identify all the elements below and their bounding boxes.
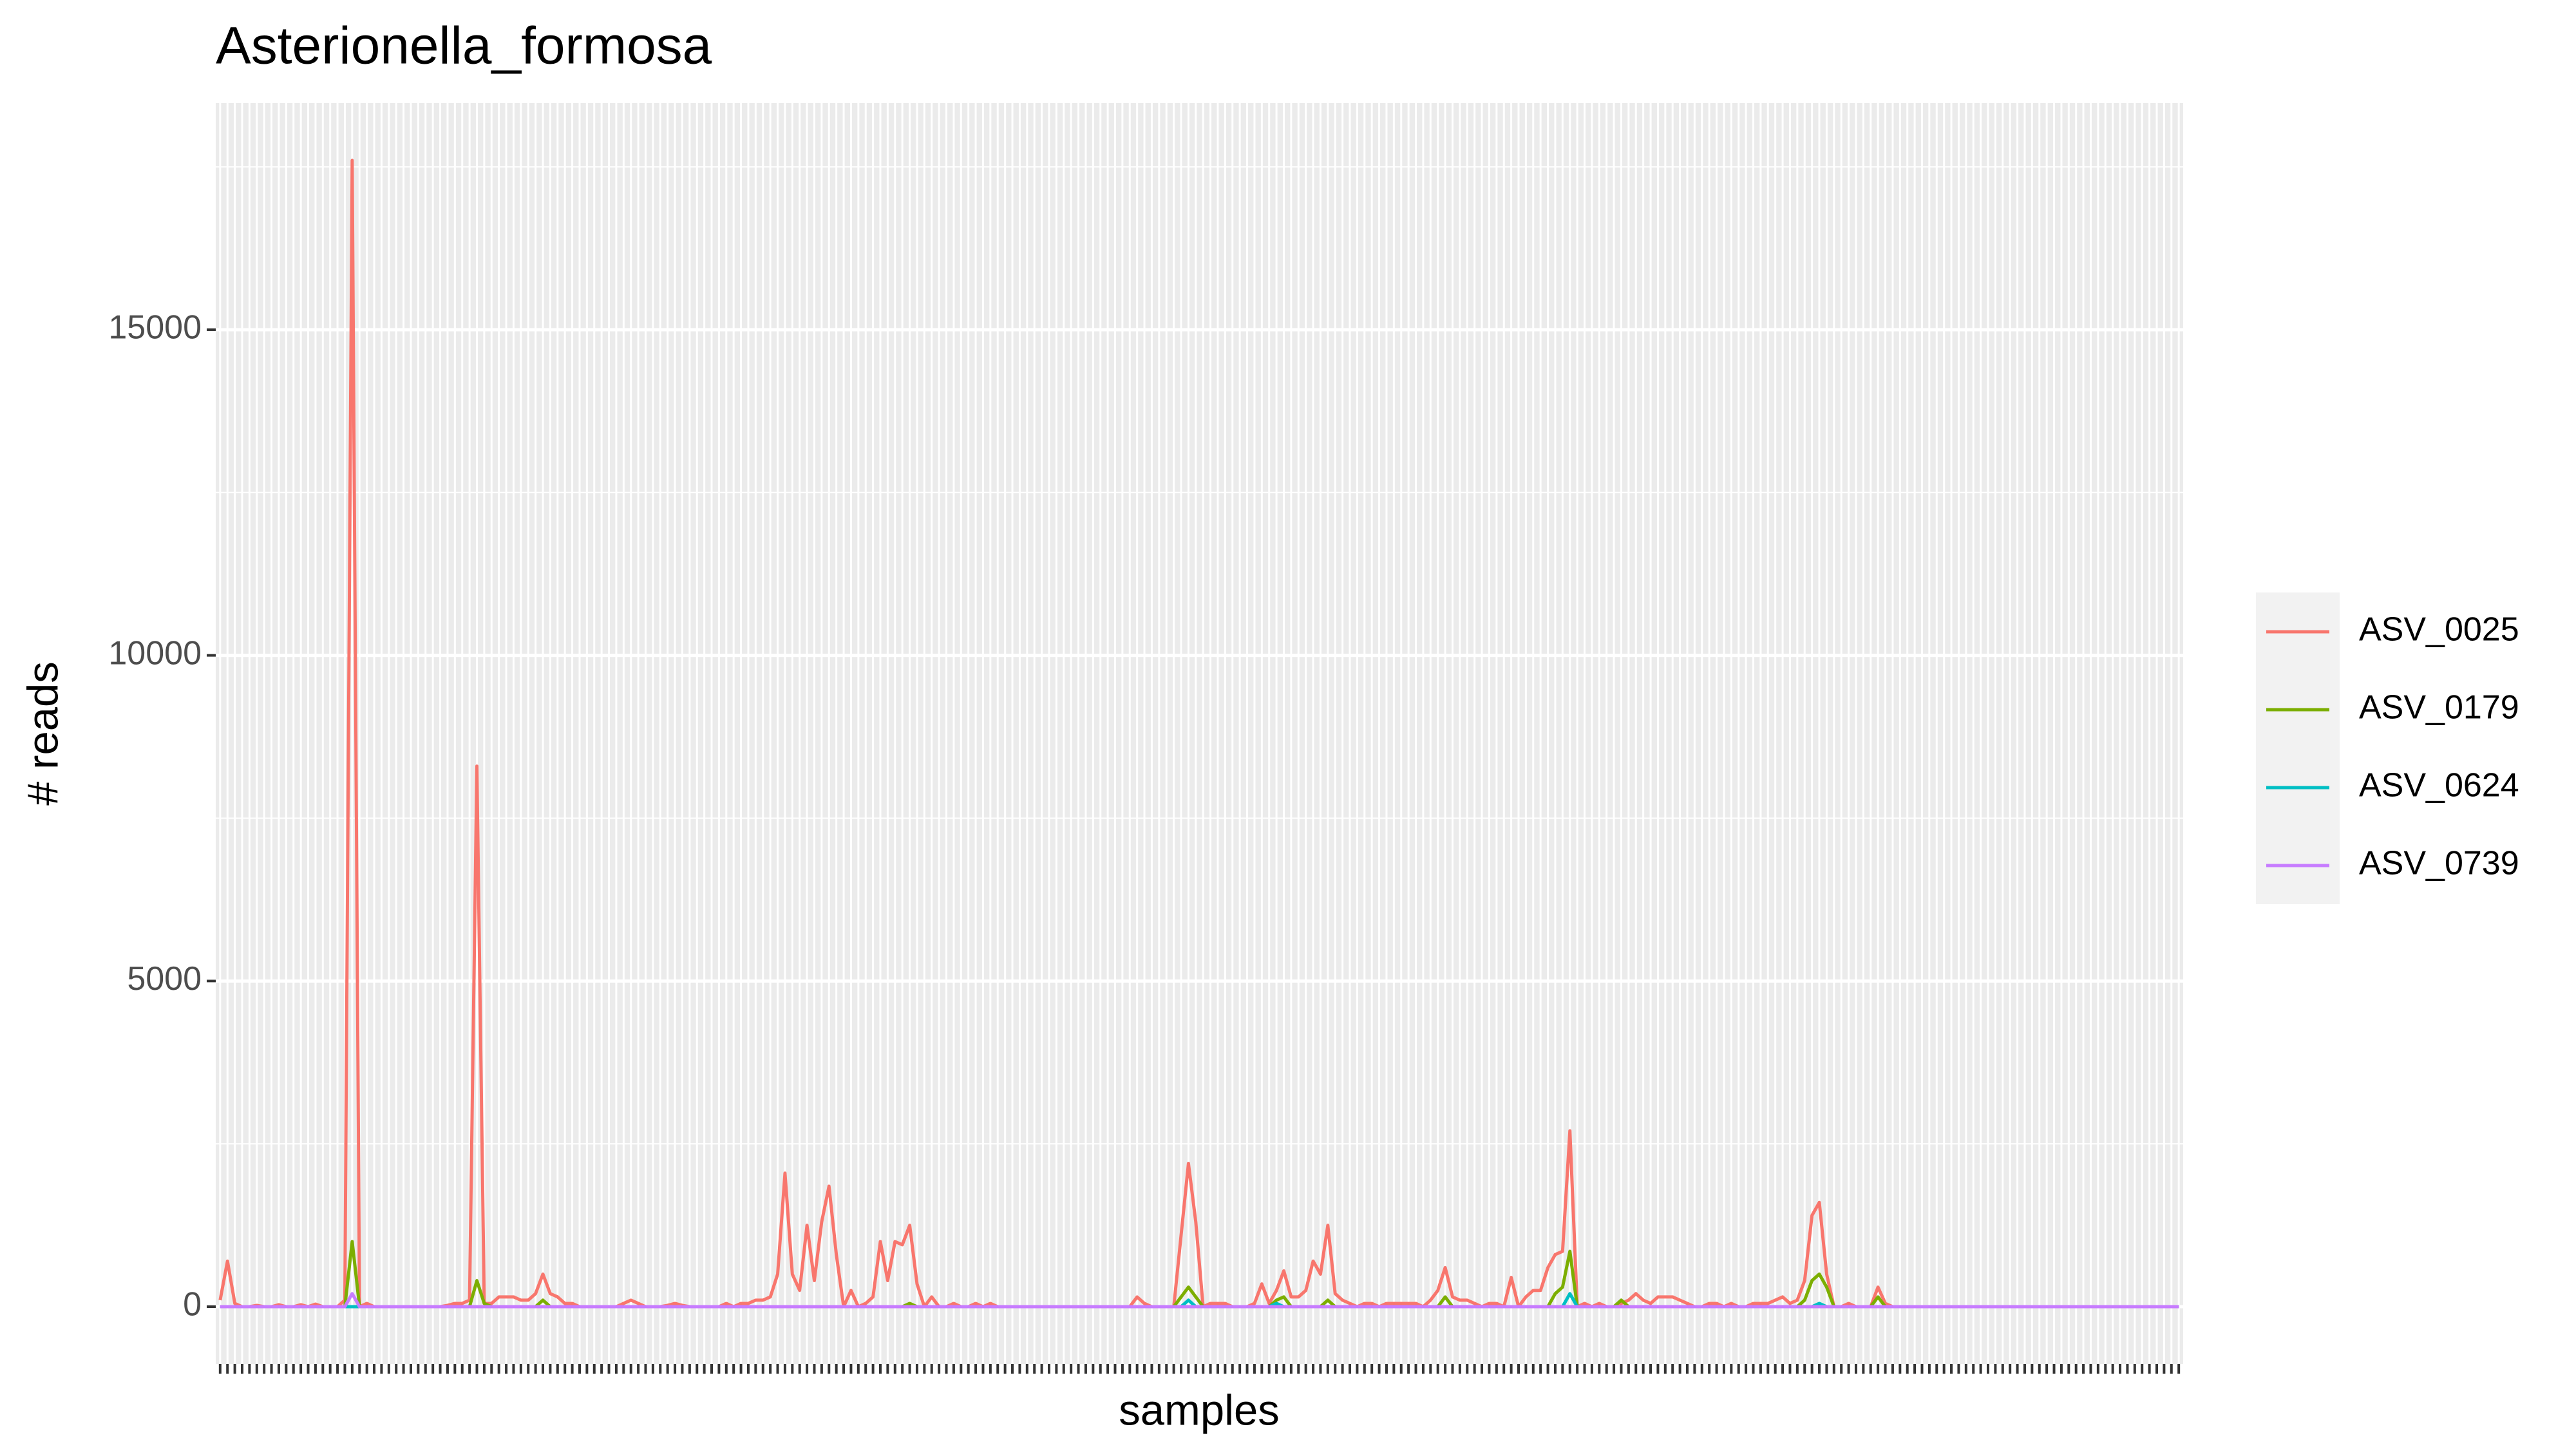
legend-label: ASV_0739	[2359, 845, 2519, 882]
legend-label: ASV_0179	[2359, 689, 2519, 726]
y-tick-label: 10000	[108, 634, 202, 672]
legend-label: ASV_0624	[2359, 767, 2519, 804]
chart-title: Asterionella_formosa	[216, 17, 712, 75]
y-tick-label: 15000	[108, 309, 202, 346]
y-tick-label: 5000	[127, 960, 202, 998]
series-line	[220, 1292, 2179, 1309]
series-line	[218, 158, 2179, 1309]
plot-background	[216, 103, 2183, 1364]
legend-background	[2256, 592, 2340, 904]
y-axis-label: # reads	[19, 661, 68, 805]
y-tick-label: 0	[183, 1286, 202, 1323]
legend-label: ASV_0025	[2359, 611, 2519, 649]
x-axis-label: samples	[1119, 1387, 1279, 1435]
